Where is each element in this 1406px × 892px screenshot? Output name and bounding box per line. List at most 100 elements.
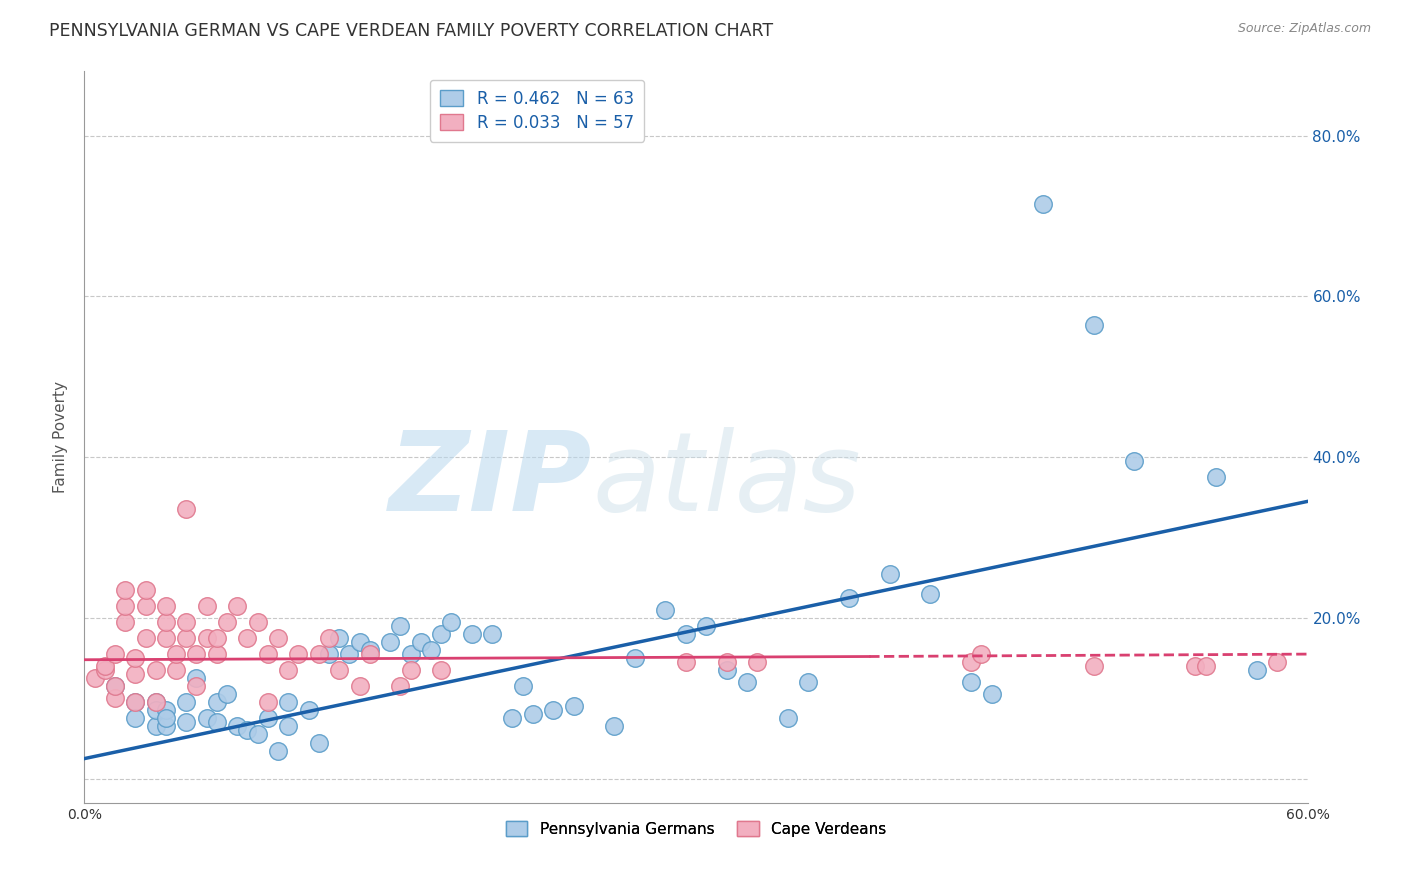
Point — [1195, 659, 1218, 673]
Point — [980, 687, 1002, 701]
Point — [174, 615, 197, 629]
Point — [135, 582, 157, 597]
Text: Source: ZipAtlas.com: Source: ZipAtlas.com — [1237, 22, 1371, 36]
Point — [114, 582, 136, 597]
Point — [174, 502, 197, 516]
Point — [174, 631, 197, 645]
Point — [960, 675, 983, 690]
Point — [145, 703, 167, 717]
Point — [135, 599, 157, 613]
Point — [1032, 197, 1054, 211]
Point — [246, 727, 269, 741]
Point — [155, 615, 177, 629]
Point — [879, 566, 901, 581]
Point — [409, 635, 432, 649]
Point — [267, 743, 290, 757]
Point — [205, 695, 228, 709]
Point — [93, 663, 115, 677]
Text: atlas: atlas — [592, 427, 860, 534]
Point — [124, 711, 146, 725]
Point — [735, 675, 758, 690]
Point — [716, 655, 738, 669]
Point — [328, 663, 350, 677]
Point — [217, 615, 239, 629]
Point — [308, 647, 330, 661]
Point — [359, 643, 381, 657]
Point — [512, 679, 534, 693]
Point — [481, 627, 503, 641]
Point — [114, 615, 136, 629]
Point — [236, 631, 259, 645]
Point — [124, 651, 146, 665]
Point — [104, 679, 127, 693]
Point — [716, 663, 738, 677]
Point — [747, 655, 769, 669]
Point — [562, 699, 585, 714]
Point — [186, 671, 208, 685]
Point — [522, 707, 544, 722]
Point — [318, 647, 340, 661]
Point — [205, 715, 228, 730]
Point — [430, 663, 453, 677]
Point — [349, 635, 371, 649]
Text: ZIP: ZIP — [388, 427, 592, 534]
Point — [308, 735, 330, 749]
Point — [1184, 659, 1206, 673]
Point — [195, 599, 218, 613]
Point — [205, 631, 228, 645]
Point — [257, 711, 280, 725]
Point — [389, 679, 412, 693]
Point — [420, 643, 443, 657]
Point — [380, 635, 402, 649]
Point — [328, 631, 350, 645]
Point — [654, 603, 676, 617]
Point — [155, 711, 177, 725]
Point — [399, 647, 422, 661]
Point — [543, 703, 565, 717]
Point — [165, 647, 187, 661]
Point — [114, 599, 136, 613]
Point — [399, 663, 422, 677]
Point — [145, 663, 167, 677]
Point — [776, 711, 799, 725]
Point — [797, 675, 820, 690]
Point — [186, 679, 208, 693]
Point — [920, 587, 942, 601]
Point — [165, 663, 187, 677]
Point — [257, 647, 280, 661]
Point — [135, 631, 157, 645]
Point — [339, 647, 361, 661]
Point — [155, 599, 177, 613]
Point — [349, 679, 371, 693]
Point — [838, 591, 860, 605]
Point — [145, 695, 167, 709]
Point — [104, 647, 127, 661]
Point — [1205, 470, 1227, 484]
Point — [124, 667, 146, 681]
Point — [502, 711, 524, 725]
Point — [155, 703, 177, 717]
Point — [104, 679, 127, 693]
Point — [145, 719, 167, 733]
Point — [461, 627, 484, 641]
Point — [318, 631, 340, 645]
Point — [93, 659, 115, 673]
Point — [217, 687, 239, 701]
Text: PENNSYLVANIA GERMAN VS CAPE VERDEAN FAMILY POVERTY CORRELATION CHART: PENNSYLVANIA GERMAN VS CAPE VERDEAN FAMI… — [49, 22, 773, 40]
Point — [624, 651, 647, 665]
Point — [298, 703, 321, 717]
Point — [277, 719, 299, 733]
Point — [145, 695, 167, 709]
Point — [205, 647, 228, 661]
Point — [174, 695, 197, 709]
Point — [1083, 659, 1105, 673]
Point — [124, 695, 146, 709]
Point — [603, 719, 626, 733]
Point — [186, 647, 208, 661]
Point — [970, 647, 993, 661]
Point — [155, 631, 177, 645]
Point — [1123, 454, 1146, 468]
Point — [389, 619, 412, 633]
Point — [155, 719, 177, 733]
Y-axis label: Family Poverty: Family Poverty — [53, 381, 69, 493]
